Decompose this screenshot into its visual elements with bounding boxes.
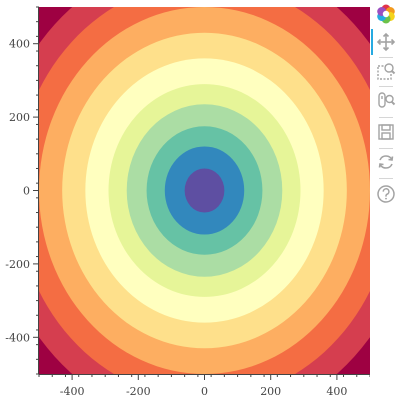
y-tick-label: -400 (5, 331, 30, 344)
box-zoom-icon[interactable] (375, 60, 397, 82)
y-tick-label: 400 (9, 38, 30, 51)
plot-area[interactable]: -400 -200 0 200 400 -400 -200 0 200 400 (0, 0, 370, 400)
toolbar-separator (379, 86, 393, 87)
y-tick-label: 0 (23, 185, 30, 198)
reset-icon[interactable] (375, 151, 397, 173)
help-icon[interactable] (375, 183, 397, 205)
x-tick-label: -400 (60, 385, 85, 398)
heatmap-chart[interactable]: -400 -200 0 200 400 -400 -200 0 200 400 (0, 0, 370, 400)
toolbar-separator (379, 57, 393, 58)
toolbar (371, 0, 400, 400)
pan-icon[interactable] (375, 31, 397, 53)
y-tick-label: -200 (5, 258, 30, 271)
active-tool-indicator (371, 29, 373, 55)
toolbar-separator (379, 148, 393, 149)
toolbar-separator (379, 117, 393, 118)
save-icon[interactable] (375, 121, 397, 143)
y-tick-label: 200 (9, 111, 30, 124)
x-tick-label: -200 (126, 385, 151, 398)
contour-band-10 (184, 168, 225, 213)
wheel-zoom-icon[interactable] (375, 90, 397, 112)
x-tick-label: 400 (326, 385, 347, 398)
bokeh-logo-icon[interactable] (375, 3, 397, 25)
x-tick-label: 200 (260, 385, 281, 398)
x-tick-label: 0 (201, 385, 208, 398)
toolbar-separator (379, 178, 393, 179)
